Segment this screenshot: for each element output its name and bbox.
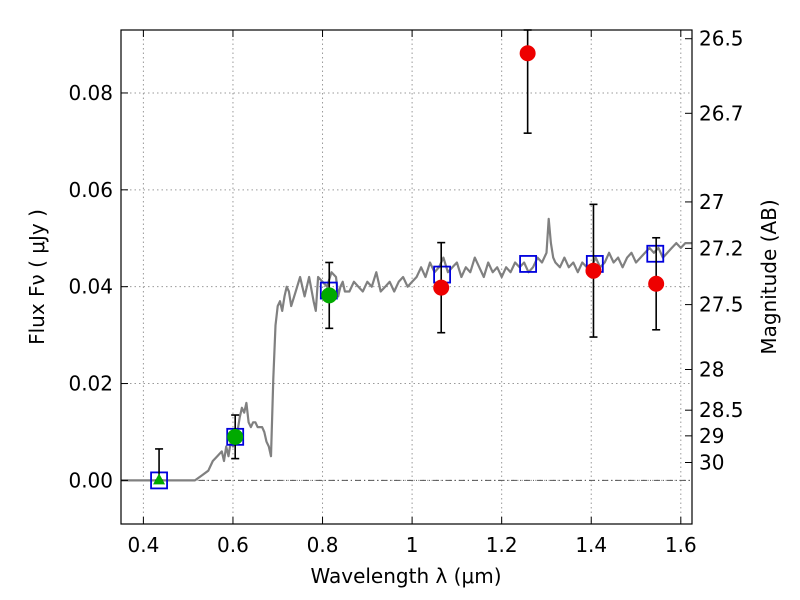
plot-frame [120, 29, 693, 525]
y2-tick-label: 28 [699, 358, 724, 382]
green-point [321, 287, 338, 304]
y-tick-label: 0.08 [68, 81, 113, 105]
detection-point [519, 45, 536, 62]
green-point [227, 428, 244, 445]
x-tick-label: 1.2 [486, 533, 518, 557]
y2-tick-label: 28.5 [699, 398, 744, 422]
y-tick-label: 0.06 [68, 178, 113, 202]
x-tick-label: 1.4 [575, 533, 607, 557]
model-flux-square [646, 244, 665, 263]
y2-tick-label: 26.7 [699, 101, 744, 125]
y-tick-label: 0.00 [68, 468, 113, 492]
axis-ticks: 0.4 0.6 0.8 1 1.2 1.4 1.6 0.00 0.02 0.04 0.06 0.08 2… [68, 27, 743, 557]
x-tick-label: 0.6 [217, 533, 249, 557]
y-axis-title: Flux Fν ( μJy ) [25, 209, 49, 345]
y2-tick-label: 27.5 [699, 293, 744, 317]
y2-tick-label: 27.2 [699, 236, 744, 260]
x-tick-label: 0.8 [307, 533, 339, 557]
x-tick-label: 0.4 [127, 533, 159, 557]
y2-tick-label: 29 [699, 424, 724, 448]
detection-point [585, 262, 602, 279]
plot-area [121, 30, 692, 524]
y2-axis-title: Magnitude (AB) [757, 199, 781, 354]
y-tick-label: 0.02 [68, 372, 113, 396]
y2-tick-label: 26.5 [699, 27, 744, 51]
y-tick-label: 0.04 [68, 275, 113, 299]
y2-tick-label: 30 [699, 450, 724, 474]
x-tick-label: 1 [406, 533, 419, 557]
model-flux-square [519, 255, 537, 273]
x-axis-title: Wavelength λ (μm) [310, 564, 501, 588]
detection-point [648, 275, 665, 292]
x-tick-label: 1.6 [665, 533, 697, 557]
y2-tick-label: 27 [699, 190, 724, 214]
upper-limit-triangle [153, 473, 166, 485]
detection-point [433, 279, 450, 296]
